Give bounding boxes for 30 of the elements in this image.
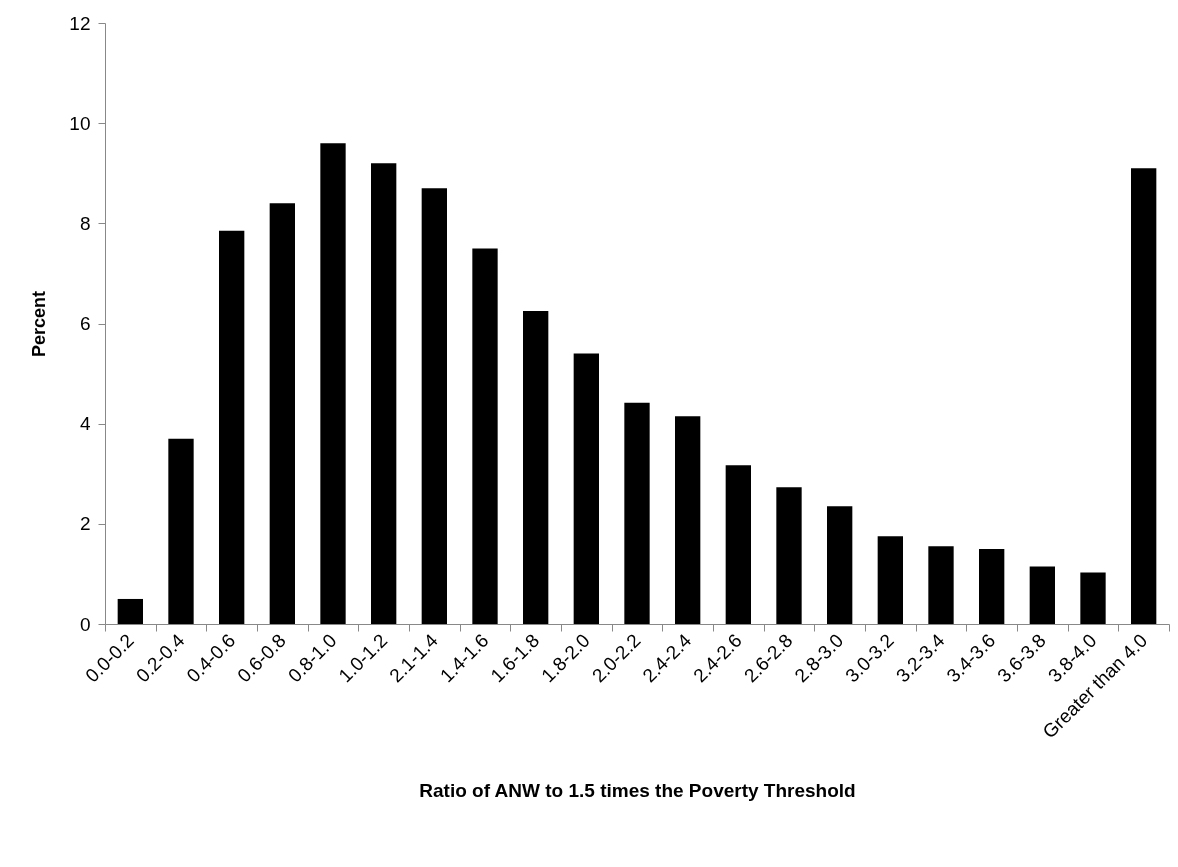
bar [725, 465, 751, 624]
y-tick-label: 6 [79, 313, 91, 334]
x-axis-title: Ratio of ANW to 1.5 times the Poverty Threshold [419, 780, 856, 802]
bar [117, 598, 143, 624]
bar [219, 230, 245, 624]
bar [371, 163, 397, 624]
bar [1131, 168, 1157, 624]
y-tick-label: 0 [79, 613, 91, 635]
y-tick-label: 12 [69, 12, 91, 34]
bar [675, 416, 701, 624]
y-tick-label: 2 [79, 513, 91, 535]
bar [624, 402, 650, 624]
bar [421, 188, 447, 624]
y-tick-label: 4 [79, 413, 91, 435]
bar [877, 536, 903, 624]
bar [523, 310, 549, 624]
bar [168, 438, 194, 624]
bar [1029, 566, 1055, 624]
bar [269, 203, 295, 624]
bar [320, 143, 346, 624]
bar [1080, 572, 1106, 624]
y-tick-label: 10 [69, 112, 91, 134]
y-axis-title: Percent [29, 290, 50, 358]
bar [573, 353, 599, 624]
bar [776, 487, 802, 624]
bar [827, 506, 853, 624]
bar [979, 548, 1005, 624]
y-tick-label: 8 [79, 212, 91, 234]
bar [928, 546, 954, 624]
bar [472, 248, 498, 624]
